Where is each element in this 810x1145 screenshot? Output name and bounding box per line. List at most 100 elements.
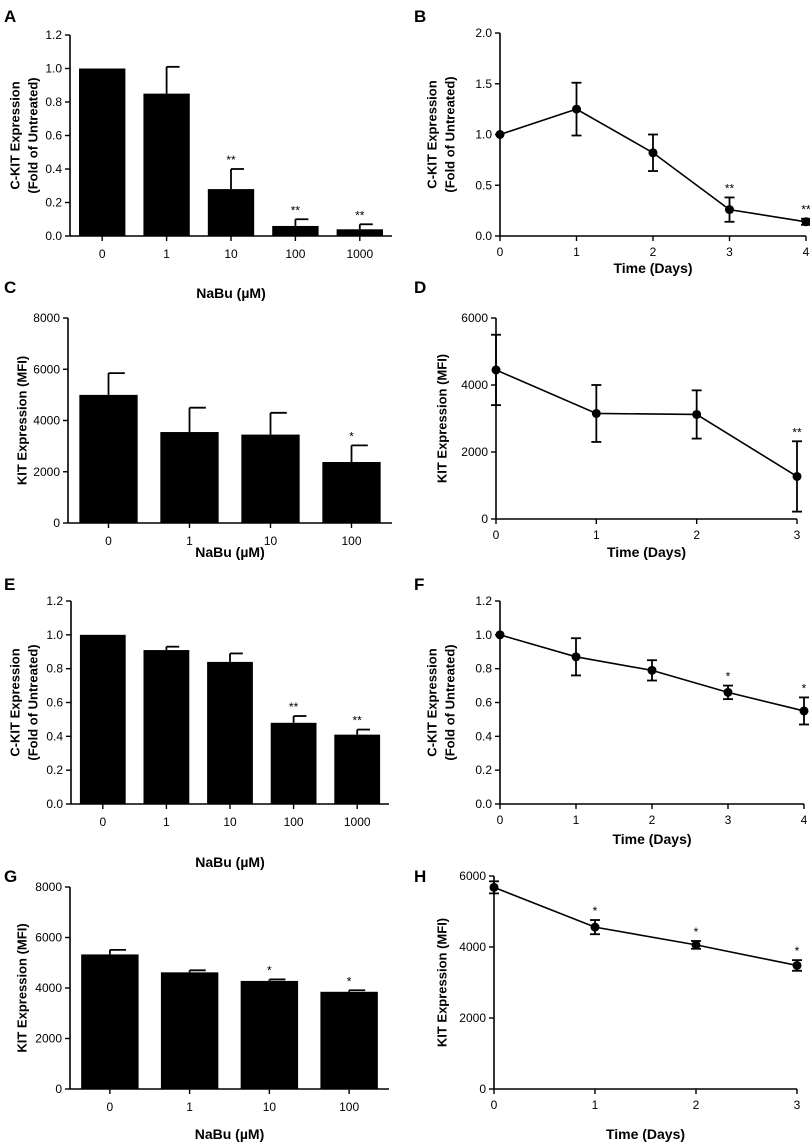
significance-marker: * [267, 963, 272, 977]
data-point [495, 130, 505, 139]
bar-10 [207, 189, 255, 236]
series-line [493, 886, 798, 967]
bar-10 [240, 980, 299, 1089]
significance-marker: * [802, 681, 807, 695]
significance-marker: ** [355, 208, 365, 222]
y-tick-label: 4000 [35, 981, 62, 995]
data-point [491, 365, 501, 375]
panel-g: G 0 2000 4000 6000 8000 KIT Expression (MFI) 0 1… [4, 867, 389, 1142]
y-tick-label: 0 [53, 516, 60, 530]
y-tick-label: 6000 [35, 931, 62, 945]
data-point [495, 630, 505, 640]
bar-10 [241, 434, 300, 523]
y-tick-label: 1.0 [475, 128, 492, 142]
bar-1 [160, 432, 219, 523]
significance-marker: ** [792, 425, 802, 439]
panel-letter-e: E [4, 575, 15, 594]
bar-1000 [336, 229, 383, 236]
data-point [692, 409, 702, 419]
panel-h: H 0 2000 4000 6000 KIT Expression (MFI) 0 1 2 3 * *… [414, 867, 802, 1142]
significance-marker: ** [801, 203, 810, 217]
significance-marker: ** [226, 153, 236, 167]
data-point [590, 922, 600, 932]
x-tick-label: 0 [99, 247, 106, 261]
x-tick-label: 100 [341, 534, 361, 548]
x-axis-label: Time (Days) [606, 1126, 685, 1142]
x-tick-label: 3 [794, 1098, 801, 1112]
y-tick-label: 0 [479, 1082, 486, 1096]
panel-letter-c: C [4, 278, 16, 297]
y-tick-label: 2000 [35, 1032, 62, 1046]
data-point [572, 104, 581, 114]
y-tick-label: 6000 [461, 311, 488, 325]
y-tick-label: 0.0 [475, 797, 492, 811]
x-axis-label: NaBu (µM) [195, 854, 265, 870]
x-tick-label: 1 [573, 813, 580, 827]
y-axis-label: C-KIT Expression [8, 81, 23, 189]
y-tick-label: 8000 [35, 880, 62, 894]
x-tick-label: 2 [693, 528, 700, 542]
panel-letter-b: B [414, 7, 426, 26]
data-point [591, 408, 601, 418]
x-tick-label: 2 [693, 1098, 700, 1112]
y-tick-label: 0.8 [46, 662, 63, 676]
y-tick-label: 0.0 [45, 229, 62, 243]
x-tick-label: 0 [497, 245, 504, 259]
x-tick-label: 0 [497, 813, 504, 827]
x-tick-label: 1 [592, 1098, 599, 1112]
x-tick-label: 1000 [344, 815, 371, 829]
data-point [792, 471, 802, 481]
bar-100 [270, 722, 317, 804]
panel-letter-a: A [4, 7, 16, 26]
data-point [647, 665, 657, 675]
y-tick-label: 0.8 [475, 662, 492, 676]
significance-marker: * [593, 904, 598, 918]
y-tick-label: 2000 [459, 1011, 486, 1025]
panel-f: F 0.0 0.2 0.4 0.6 0.8 1.0 1.2 C-KIT Expression (F… [414, 575, 809, 847]
panel-letter-d: D [414, 278, 426, 297]
significance-marker: * [726, 670, 731, 684]
panel-b: B 0.0 0.5 1.0 1.5 2.0 C-KIT Expression (Fold of… [414, 7, 810, 276]
bar-1 [143, 93, 190, 236]
significance-marker: * [694, 925, 699, 939]
panel-letter-h: H [414, 867, 426, 886]
x-tick-label: 2 [650, 245, 657, 259]
y-tick-label: 1.0 [45, 62, 62, 76]
x-tick-label: 10 [224, 247, 238, 261]
x-axis-label: Time (Days) [613, 260, 692, 276]
x-axis-label: NaBu (µM) [195, 544, 265, 560]
x-tick-label: 1 [163, 815, 170, 829]
x-axis-label: NaBu (µM) [196, 285, 266, 301]
x-tick-label: 3 [726, 245, 733, 259]
panel-letter-f: F [414, 575, 424, 594]
bar-100 [320, 991, 378, 1089]
y-axis-label: C-KIT Expression [425, 648, 440, 756]
y-tick-label: 0 [55, 1082, 62, 1096]
x-tick-label: 1000 [346, 247, 373, 261]
x-tick-label: 4 [803, 245, 810, 259]
bar-1000 [334, 734, 381, 804]
y-axis-label: KIT Expression (MFI) [435, 354, 450, 483]
y-tick-label: 0.6 [46, 696, 63, 710]
x-tick-label: 10 [263, 1100, 277, 1114]
y-axis-label-line2: (Fold of Untreated) [443, 76, 458, 192]
data-point [571, 652, 581, 662]
data-point [489, 882, 499, 892]
bar-100 [272, 225, 319, 236]
bar-100 [322, 462, 381, 523]
significance-marker: ** [725, 181, 735, 195]
y-tick-label: 8000 [33, 311, 60, 325]
y-tick-label: 0.6 [45, 129, 62, 143]
y-tick-label: 0 [481, 512, 488, 526]
y-tick-label: 0.2 [475, 763, 492, 777]
x-tick-label: 100 [339, 1100, 359, 1114]
y-tick-label: 0.8 [45, 95, 62, 109]
y-tick-label: 0.0 [46, 797, 63, 811]
bar-0 [79, 68, 126, 236]
x-tick-label: 1 [593, 528, 600, 542]
significance-marker: * [795, 944, 800, 958]
y-tick-label: 1.0 [46, 628, 63, 642]
bar-0 [79, 394, 138, 523]
x-tick-label: 1 [186, 534, 193, 548]
